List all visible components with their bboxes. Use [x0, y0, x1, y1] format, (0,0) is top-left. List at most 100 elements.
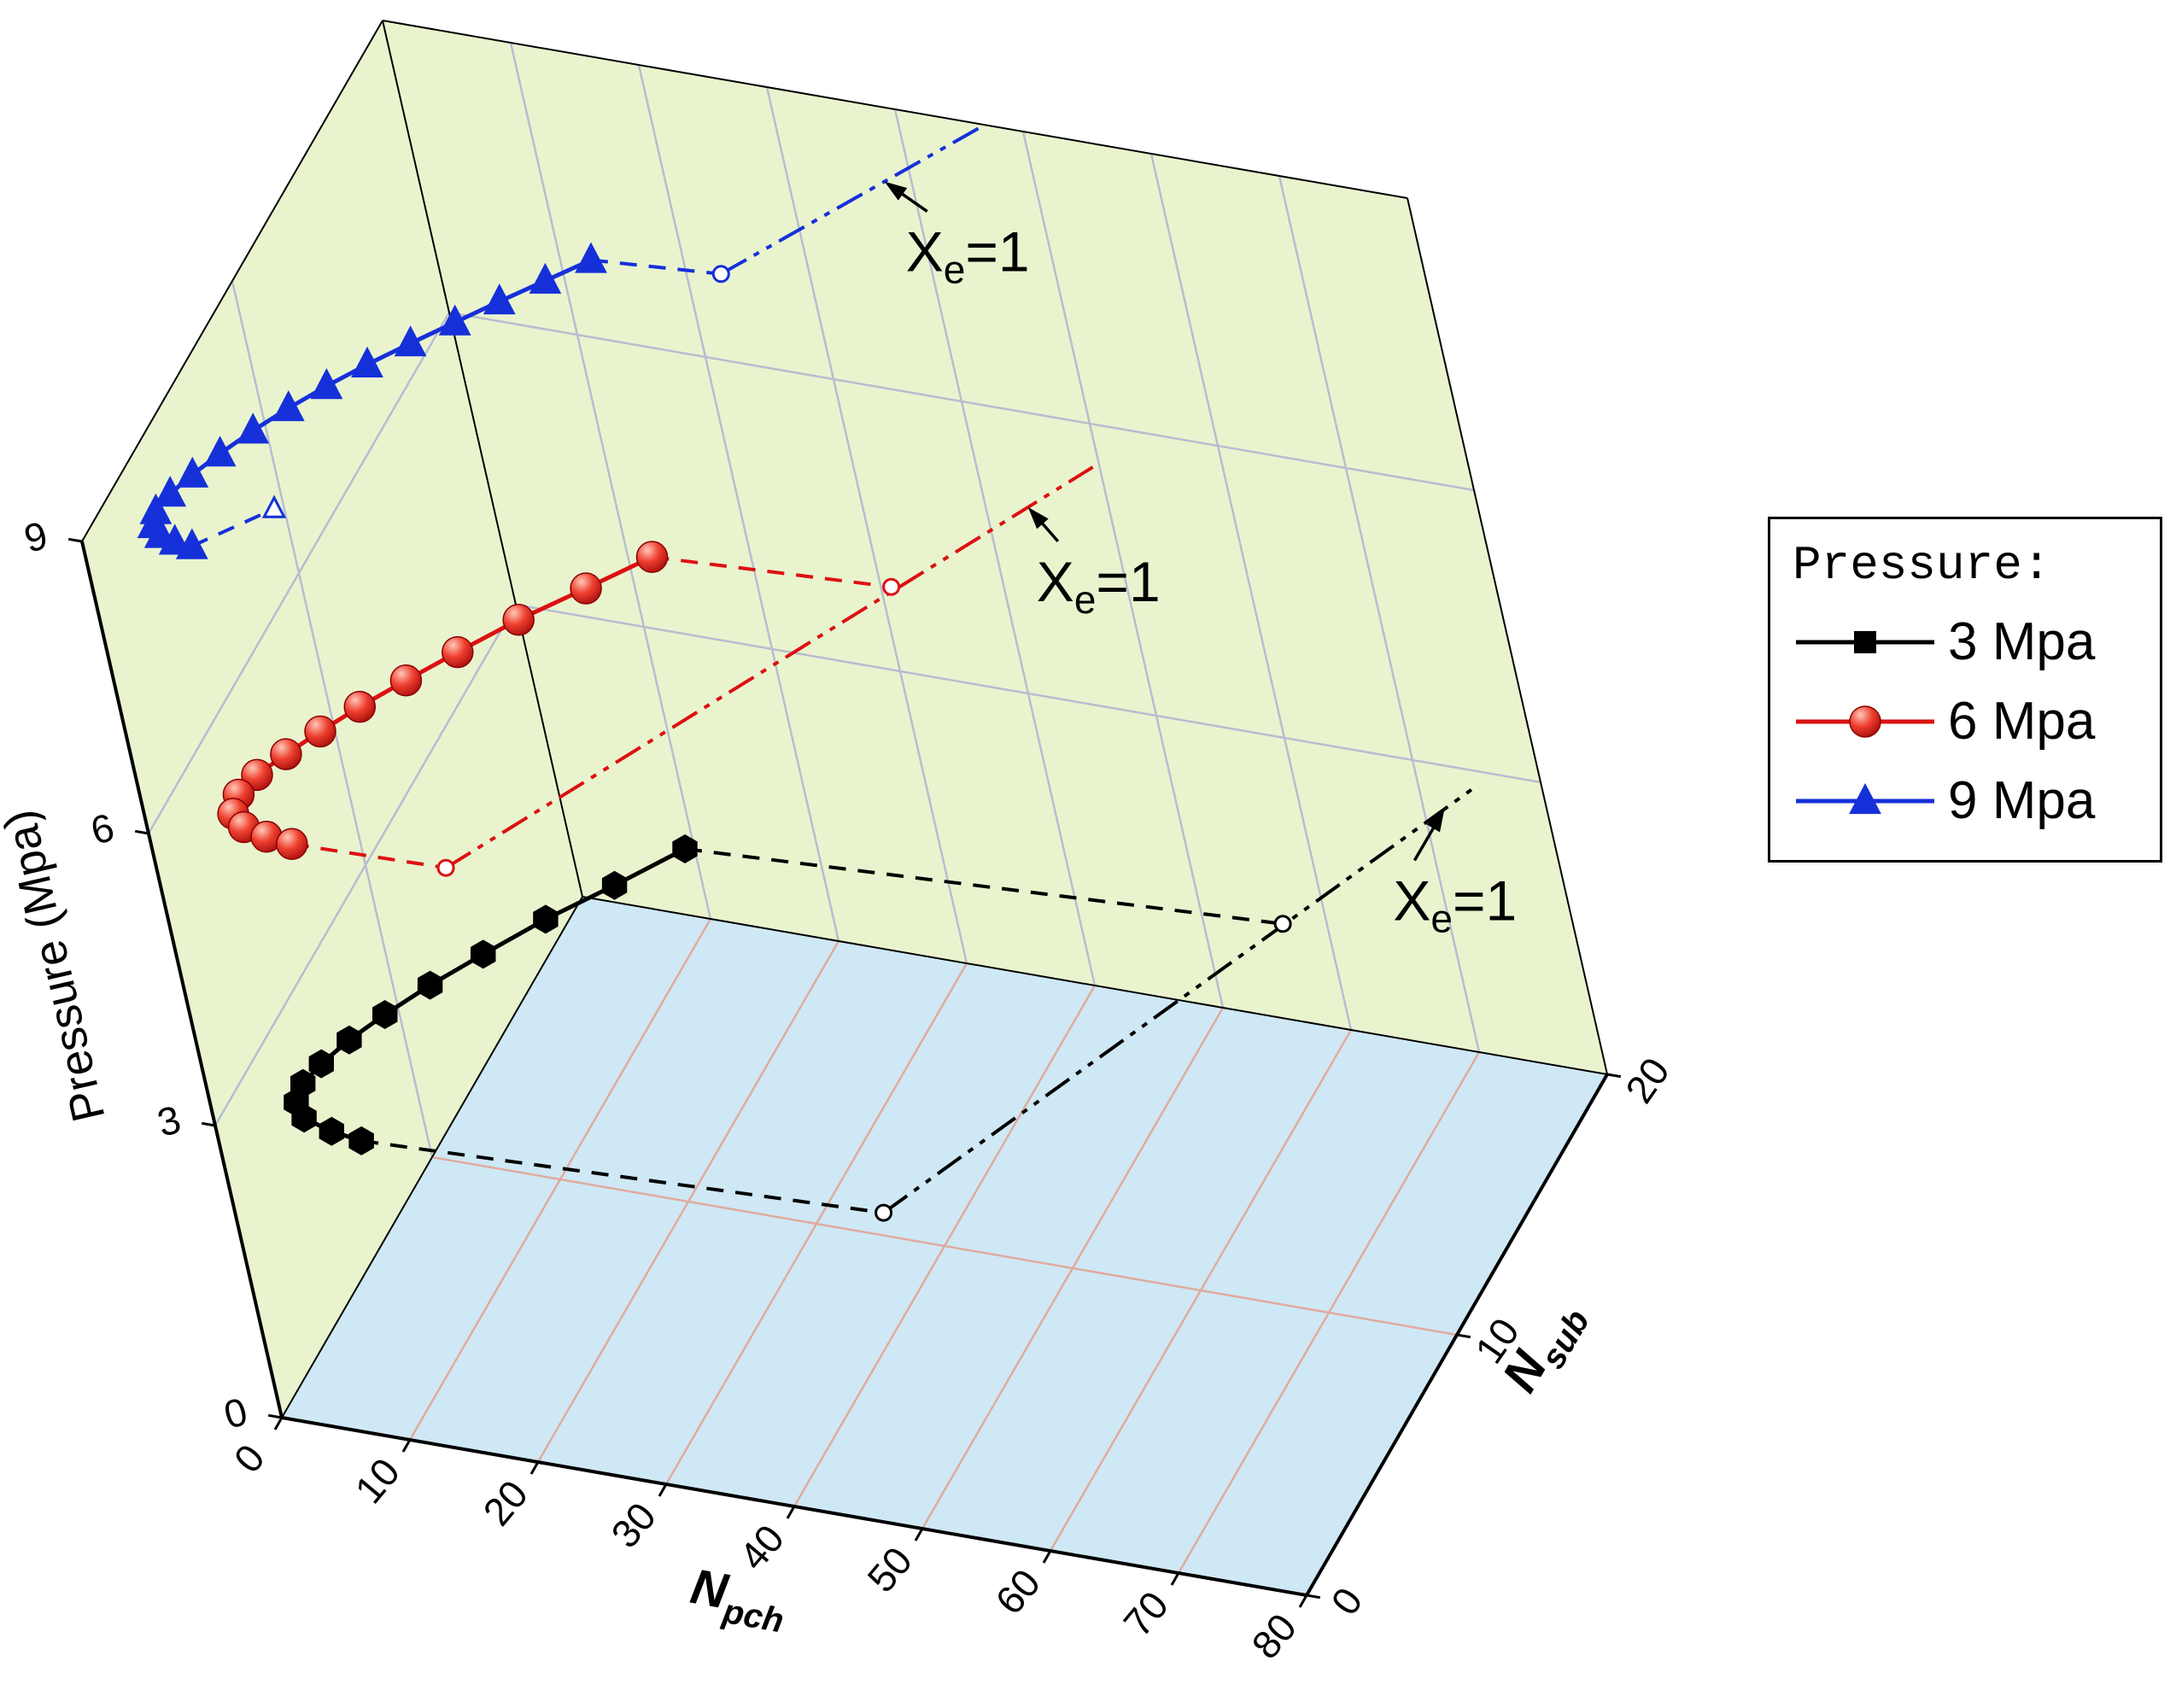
boundary-marker-hexagon	[471, 939, 496, 969]
series-3-mpa: Xe=1	[284, 786, 1517, 1222]
x-tick	[1170, 1572, 1180, 1586]
left-wall-grid-line	[147, 312, 451, 834]
x-tick-label: 20	[474, 1471, 536, 1534]
z-axis-title: Pressure (Mpa)	[0, 805, 115, 1126]
legend-entry-6mpa: 6 Mpa	[1793, 691, 2138, 752]
back-wall-grid-line	[1021, 131, 1225, 1009]
x-tick	[786, 1506, 796, 1519]
box-edge	[81, 20, 383, 542]
annotation-arrow-head	[1027, 506, 1049, 529]
z-tick-label: 0	[219, 1389, 252, 1437]
back-wall-grid-line	[448, 311, 1475, 492]
x-tick	[1298, 1594, 1308, 1608]
boundary-marker-hexagon	[348, 1126, 374, 1155]
y-tick	[1306, 1594, 1321, 1600]
x-tick-label: 30	[602, 1494, 664, 1556]
y-tick	[1456, 1333, 1471, 1339]
series-6-mpa: Xe=1	[217, 465, 1161, 877]
dashed-extension-lower	[291, 842, 447, 870]
z-tick	[67, 537, 83, 543]
junction-open-circle	[436, 858, 455, 877]
z-tick	[267, 1413, 283, 1419]
boundary-marker-triangle	[483, 284, 516, 315]
annotation-arrow-head	[1426, 809, 1445, 833]
back-wall-grid-line	[765, 86, 968, 964]
left-wall-grid-line	[214, 604, 518, 1126]
boundary-marker-hexagon	[672, 834, 698, 863]
z-tick-label: 9	[20, 512, 52, 561]
boundary-marker-sphere	[570, 572, 602, 605]
x-tick	[529, 1461, 540, 1475]
annotation-arrow-head	[884, 181, 908, 201]
x-tick-label: 0	[225, 1436, 273, 1481]
z-axis	[80, 541, 284, 1418]
boundary-marker-hexagon	[533, 904, 559, 934]
x-tick-label: 70	[1114, 1582, 1177, 1645]
junction-open-circle	[711, 265, 730, 284]
legend-label-9mpa: 9 Mpa	[1948, 771, 2096, 830]
boundary-marker-sphere	[343, 690, 377, 723]
legend-sample-3mpa	[1796, 630, 1934, 653]
x-axis-title: Npch	[685, 1559, 792, 1640]
legend-title: Pressure:	[1793, 538, 2051, 593]
xe1-line	[882, 786, 1476, 1214]
legend-marker-sphere	[1849, 705, 1881, 738]
dashed-extension-upper	[684, 847, 1284, 926]
junction-open-circle	[882, 577, 901, 596]
boundary-marker-hexagon	[417, 970, 443, 1000]
boundary-marker-hexagon	[336, 1025, 362, 1055]
grid-lines	[147, 42, 1541, 1574]
z-tick-label: 6	[86, 804, 119, 853]
boundary-marker-triangle	[575, 242, 607, 273]
x-tick	[401, 1439, 412, 1453]
boundary-marker-triangle	[529, 262, 562, 294]
series-9-mpa: Xe=1	[137, 123, 1030, 559]
boundary-marker-sphere	[304, 715, 336, 748]
back-wall-grid-line	[893, 108, 1097, 986]
y-tick-label: 0	[1322, 1579, 1371, 1623]
x-tick	[1042, 1550, 1052, 1564]
legend-entry-3mpa: 3 Mpa	[1793, 611, 2138, 672]
boundary-marker-triangle	[351, 346, 383, 377]
back-wall-grid-line	[509, 42, 712, 920]
box-edge	[382, 20, 583, 898]
boundary-marker-hexagon	[601, 870, 628, 900]
x-tick-label: 40	[730, 1516, 793, 1578]
xe1-annotation: Xe=1	[1037, 550, 1161, 622]
boundary-marker-sphere	[389, 664, 423, 697]
x-tick	[658, 1483, 668, 1497]
boundary-marker-triangle	[175, 528, 208, 559]
y-tick-label: 20	[1617, 1050, 1678, 1111]
box-edge	[281, 896, 583, 1418]
legend-sample-6mpa	[1796, 705, 1934, 738]
boundary-marker-sphere	[442, 635, 474, 669]
xe1-annotation: Xe=1	[906, 220, 1030, 292]
z-tick	[201, 1121, 216, 1127]
xe1-annotation: Xe=1	[1393, 869, 1517, 941]
x-tick	[914, 1528, 924, 1541]
x-tick	[273, 1417, 284, 1430]
x-tick-label: 80	[1243, 1605, 1305, 1667]
boundary-marker-sphere	[276, 828, 308, 861]
dashed-extension-upper	[590, 258, 722, 276]
legend: Pressure: 3 Mpa 6 Mpa 9 Mpa	[1768, 517, 2162, 863]
junction-open-triangle	[261, 494, 287, 518]
boundary-marker-hexagon	[319, 1116, 344, 1146]
box-edge	[582, 896, 1608, 1075]
z-tick	[134, 829, 149, 835]
boundary-marker-sphere	[635, 541, 669, 573]
junction-open-circle	[874, 1203, 893, 1222]
boundary-marker-triangle	[310, 368, 343, 400]
boundary-marker-triangle	[139, 493, 173, 524]
legend-label-3mpa: 3 Mpa	[1948, 612, 2096, 671]
x-tick-label: 10	[346, 1449, 408, 1512]
boundary-marker-sphere	[241, 758, 273, 792]
back-wall-grid-line	[637, 64, 840, 942]
junction-open-circle	[1273, 915, 1292, 933]
z-tick-label: 3	[153, 1097, 185, 1145]
back-wall-grid-line	[1278, 175, 1481, 1053]
y-axis-title: Nsub	[1492, 1290, 1597, 1406]
boundary-marker-triangle	[394, 325, 427, 357]
legend-marker-triangle	[1849, 782, 1881, 814]
